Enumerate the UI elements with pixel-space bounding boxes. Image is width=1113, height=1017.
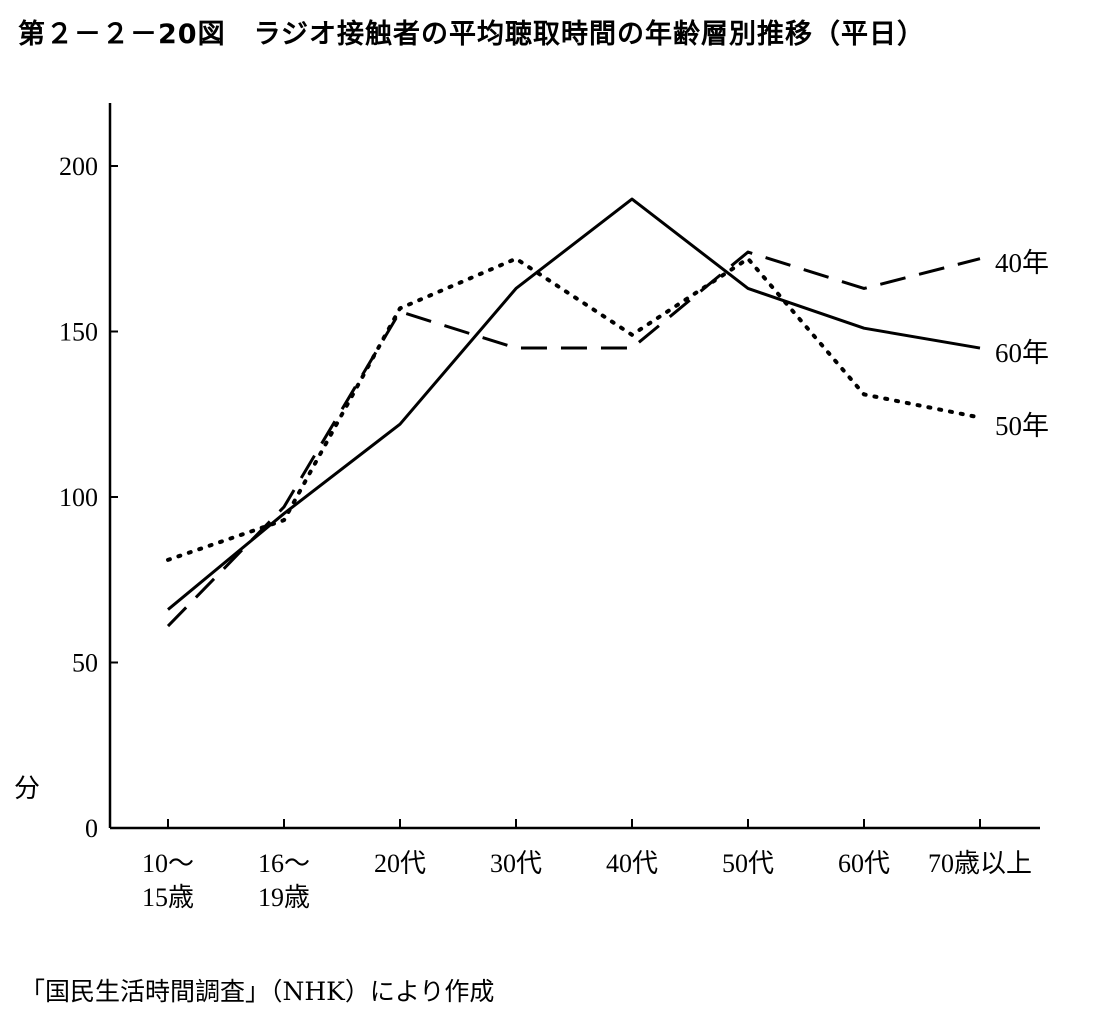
x-tick-label: 40代 bbox=[606, 849, 658, 878]
y-tick-label: 0 bbox=[85, 814, 98, 843]
x-tick-label: 15歳 bbox=[142, 883, 194, 912]
series-line-3 bbox=[167, 197, 981, 611]
x-tick-label: 30代 bbox=[490, 849, 542, 878]
y-axis-label: 分 bbox=[14, 774, 40, 803]
x-tick-label: 16～ bbox=[258, 849, 310, 878]
y-tick-label: 200 bbox=[59, 152, 98, 181]
axes bbox=[108, 103, 1040, 830]
chart-title: 第２－２－20図 ラジオ接触者の平均聴取時間の年齢層別推移（平日） bbox=[18, 19, 926, 50]
x-tick-label: 50代 bbox=[722, 849, 774, 878]
x-tick-label: 10～ bbox=[142, 849, 194, 878]
y-tick-label: 100 bbox=[59, 483, 98, 512]
series-lines bbox=[166, 197, 982, 628]
series-labels: 40年 50年 60年 bbox=[995, 248, 1049, 441]
y-tick-label: 150 bbox=[59, 318, 98, 347]
series-line-1 bbox=[166, 250, 981, 628]
x-tick-label: 60代 bbox=[838, 849, 890, 878]
line-chart: 0 50 100 150 200 分 10～ 15歳 16～ 19歳 20代 30代 40代 50代 60… bbox=[14, 103, 1049, 912]
y-axis-ticks: 0 50 100 150 200 分 bbox=[14, 152, 118, 843]
x-tick-label: 19歳 bbox=[258, 883, 310, 912]
x-tick-label: 70歳以上 bbox=[928, 849, 1032, 878]
series-label-2: 50年 bbox=[995, 411, 1049, 441]
x-axis-ticks: 10～ 15歳 16～ 19歳 20代 30代 40代 50代 60代 70歳以上 bbox=[142, 819, 1032, 912]
source-note: 「国民生活時間調査」（NHK）により作成 bbox=[20, 977, 495, 1006]
series-label-3: 60年 bbox=[995, 338, 1049, 368]
series-label-1: 40年 bbox=[995, 248, 1049, 278]
y-tick-label: 50 bbox=[72, 649, 98, 678]
x-tick-label: 20代 bbox=[374, 849, 426, 878]
series-line-2 bbox=[166, 256, 982, 562]
